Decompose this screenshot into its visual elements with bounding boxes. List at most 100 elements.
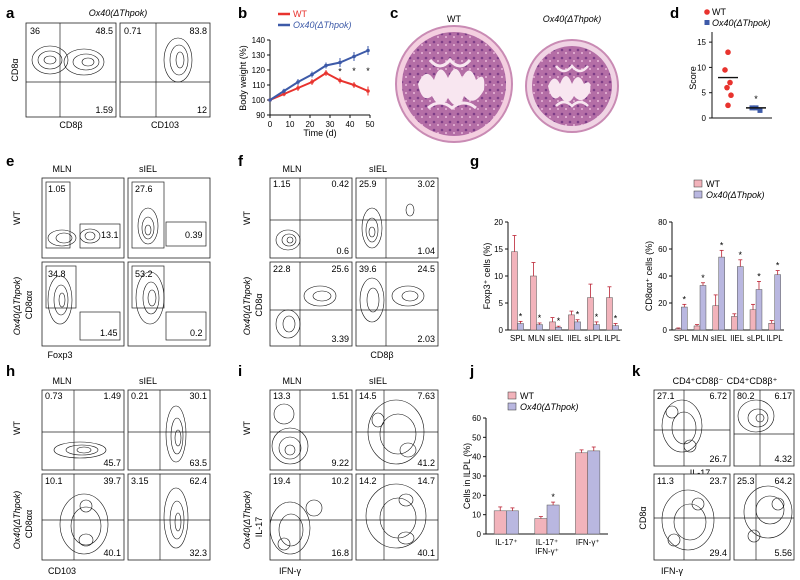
row-header: WT [12,211,22,225]
x-tick-label: IFN-γ⁺ [535,547,559,556]
legend: WT Ox40(ΔThpok) [704,7,771,28]
quadrant-value: 14.7 [417,476,435,486]
quadrant-value: 1.51 [331,391,349,401]
bar [530,275,537,331]
x-tick-label: 0 [268,120,273,129]
panel-i: MLN sIEL WT Ox40(ΔThpok) IL-17 IFN-γ 13.… [242,376,439,576]
gate-value: 53.2 [135,269,153,279]
column-header: CD4⁺CD8β⁺ [727,376,778,386]
y-axis-label: IL-17 [254,517,264,538]
column-header: MLN [282,164,301,174]
y-ticks: 0 5 10 15 [697,38,712,123]
data-point [338,78,342,83]
quadrant-value: 3.02 [417,179,435,189]
x-tick-label: SPL [674,334,690,343]
y-tick-label: 10 [494,272,503,281]
quadrant-value: 5.56 [774,548,792,558]
x-tick-label: sLPL [584,334,603,343]
bar [587,450,601,535]
plot-ko-siel: 14.2 14.7 40.1 [355,473,439,561]
legend: WT Ox40(ΔThpok) [693,179,765,200]
y-axis-label: Cells in lLPL (%) [462,443,472,509]
quadrant-value: 6.72 [709,391,727,401]
column-header: sIEL [139,376,157,386]
plot-top-left: 27.1 6.72 26.7 [653,389,731,467]
column-header: MLN [52,164,71,174]
quadrant-value: 62.4 [189,476,207,486]
x-axis-label: Foxp3 [47,350,72,360]
quadrant-value: 1.59 [95,105,113,115]
panel-label-b: b [238,5,247,22]
row-header: WT [12,421,22,435]
row-header: Ox40(ΔThpok) [12,277,22,336]
quadrant-value: 22.8 [273,264,291,274]
quadrant-value: 27.1 [657,391,675,401]
gate-value: 1.05 [48,184,66,194]
panel-c: WT Ox40(ΔThpok) [395,14,619,143]
histology-label-wt: WT [447,14,461,24]
y-tick-label: 10 [472,511,481,520]
bar [718,256,725,331]
bar [693,325,701,331]
gate-value: 34.8 [48,269,66,279]
quadrant-value: 13.3 [273,391,291,401]
significance-star: * [720,240,724,250]
significance-star: * [538,313,542,323]
data-point [352,83,356,87]
bar [768,323,775,331]
panel-h: MLN sIEL WT Ox40(ΔThpok) CD8αα CD103 0.7… [12,376,211,576]
data-point [366,48,370,53]
x-tick-label: 40 [346,120,355,129]
quadrant-value: 48.5 [95,26,113,36]
column-header: sIEL [369,164,387,174]
quadrant-value: 3.39 [331,334,349,344]
x-axis-label: CD103 [48,566,76,576]
y-tick-label: 110 [252,81,265,90]
x-tick-label: 50 [366,120,375,129]
x-tick-label: sIEL [711,334,728,343]
data-point [757,107,763,113]
x-ticks: 0 10 20 30 40 50 [268,115,375,129]
quadrant-value: 64.2 [774,476,792,486]
quadrant-value: 30.1 [189,391,207,401]
x-tick-label: 10 [286,120,295,129]
panel-label-h: h [6,363,15,380]
bar [575,452,588,535]
significance-star: * [754,94,758,104]
bar [511,251,518,331]
x-tick-label: MLN [692,334,709,343]
legend-label-wt: WT [706,179,720,189]
y-tick-label: 15 [697,38,706,47]
x-axis-label: CD8β [370,350,393,360]
bar [546,504,560,535]
quadrant-value: 6.17 [774,391,792,401]
y-tick-label: 0 [663,326,668,335]
bar [699,285,707,331]
bar [606,297,613,331]
bar [506,510,519,535]
legend-label-wt: WT [293,9,307,19]
quadrant-value: 1.49 [103,391,121,401]
y-axis-label: CD8αα [24,291,34,319]
bar [612,325,619,331]
bar [749,309,757,331]
series-line [269,49,369,101]
plot-ko-siel: 3.15 62.4 32.3 [127,473,211,561]
panel-e: MLN sIEL WT Ox40(ΔThpok) CD8αα Foxp3 1.0… [12,164,211,360]
legend-swatch-ko [704,20,710,25]
plot-ko-siel: 39.6 24.5 2.03 [355,261,439,347]
quadrant-value: 63.5 [189,458,207,468]
histology-image-ko [525,39,619,133]
data-point [727,79,733,86]
panel-label-e: e [6,153,14,170]
y-tick-label: 10 [697,63,706,72]
data-point [268,98,272,102]
bar [774,274,781,331]
panel-a-plot-2: 0.71 83.8 12 CD103 [119,22,211,130]
plot-ko-mln: 22.8 25.6 3.39 [269,261,353,347]
bar [731,316,738,331]
y-tick-label: 0 [499,326,504,335]
contour-population [163,37,193,83]
row-header: Ox40(ΔThpok) [242,277,252,336]
